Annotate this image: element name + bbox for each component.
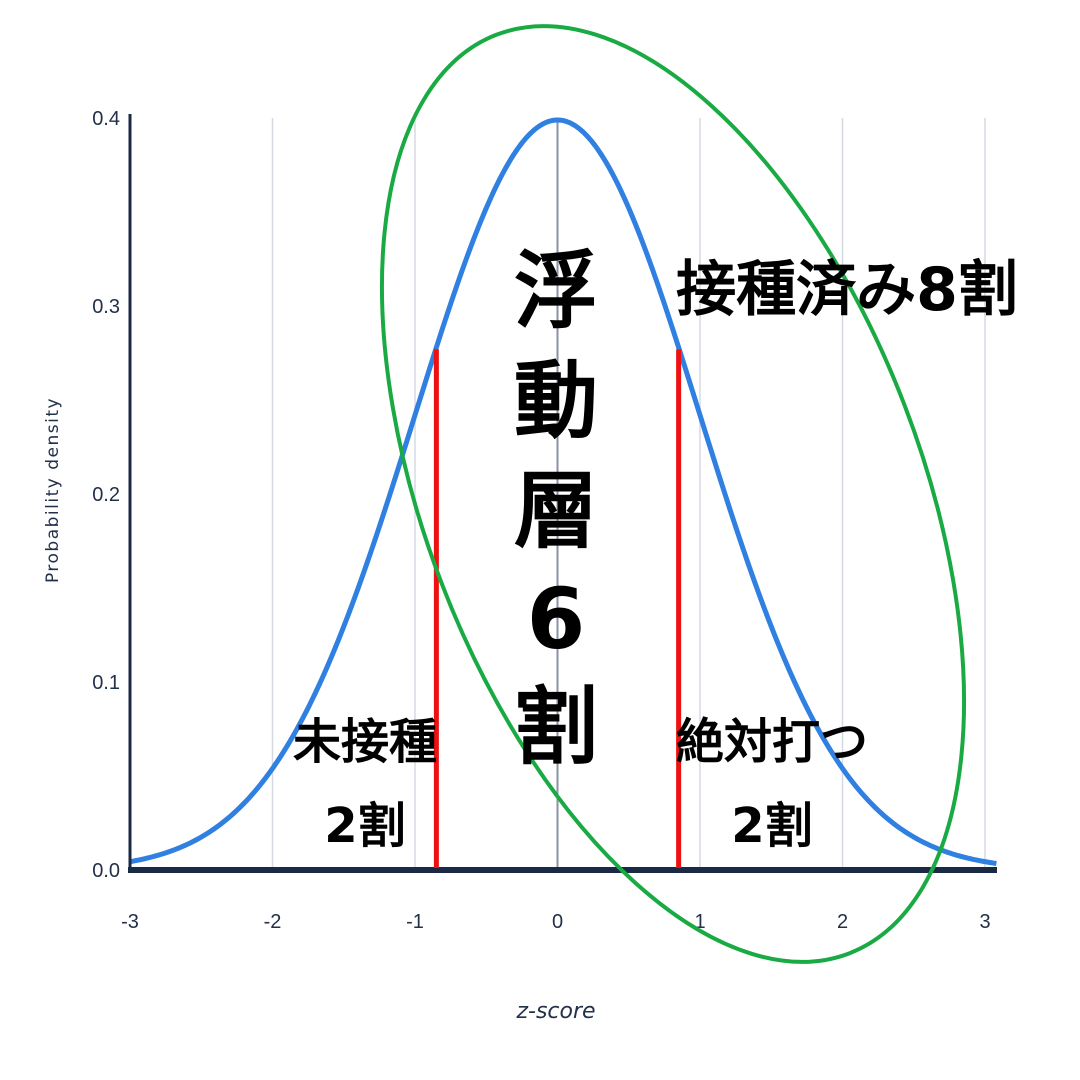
x-tick-label-2: -1 bbox=[406, 911, 424, 933]
x-tick-label-3: 0 bbox=[552, 911, 563, 933]
grid-lines bbox=[129, 118, 986, 870]
x-tick-label-5: 2 bbox=[837, 911, 848, 933]
highlight-ellipse bbox=[379, 24, 967, 964]
annotation-right-line1: 絶対打つ bbox=[676, 714, 868, 770]
y-tick-label-0: 0.0 bbox=[92, 860, 120, 882]
y-axis-title: Probability density bbox=[43, 397, 63, 583]
x-tick-label-0: -3 bbox=[121, 911, 139, 933]
y-tick-label-1: 0.1 bbox=[92, 672, 120, 694]
annotation-left-line1: 未接種 bbox=[293, 714, 437, 770]
annotation-center-char-3: 層 bbox=[514, 462, 598, 560]
annotation-center-char-2: 動 bbox=[514, 352, 598, 450]
density-curve-group bbox=[129, 117, 997, 866]
annotation-right-line2: 2割 bbox=[731, 798, 812, 854]
y-tick-label-3: 0.3 bbox=[92, 296, 120, 318]
annotation-top-right: 接種済み8割 bbox=[676, 255, 1018, 325]
marker-lines bbox=[433, 349, 682, 868]
annotation-left-line2: 2割 bbox=[324, 798, 405, 854]
y-tick-labels: 0.0 0.1 0.2 0.3 0.4 bbox=[92, 108, 120, 882]
x-tick-labels: -3 -2 -1 0 1 2 3 bbox=[121, 911, 990, 933]
annotation-center-char-4: 6 bbox=[527, 570, 585, 668]
annotation-center-char-5: 割 bbox=[514, 678, 598, 776]
annotation-center-char-1: 浮 bbox=[514, 242, 598, 340]
x-tick-label-1: -2 bbox=[264, 911, 282, 933]
y-tick-label-2: 0.2 bbox=[92, 484, 120, 506]
axes bbox=[128, 114, 997, 873]
ellipse-group bbox=[379, 24, 967, 964]
density-curve bbox=[129, 117, 997, 866]
annotations: 未接種 2割 絶対打つ 2割 接種済み8割 浮 動 層 6 割 bbox=[293, 242, 1018, 854]
y-tick-label-4: 0.4 bbox=[92, 108, 120, 130]
x-axis-title: z-score bbox=[515, 999, 595, 1024]
x-tick-label-4: 1 bbox=[694, 911, 705, 933]
x-tick-label-6: 3 bbox=[979, 911, 990, 933]
